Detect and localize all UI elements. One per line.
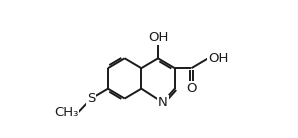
Text: OH: OH <box>148 31 168 44</box>
Text: O: O <box>186 82 197 95</box>
Text: CH₃: CH₃ <box>54 106 78 119</box>
Text: N: N <box>158 96 167 109</box>
Text: S: S <box>87 92 95 105</box>
Text: OH: OH <box>208 52 229 65</box>
